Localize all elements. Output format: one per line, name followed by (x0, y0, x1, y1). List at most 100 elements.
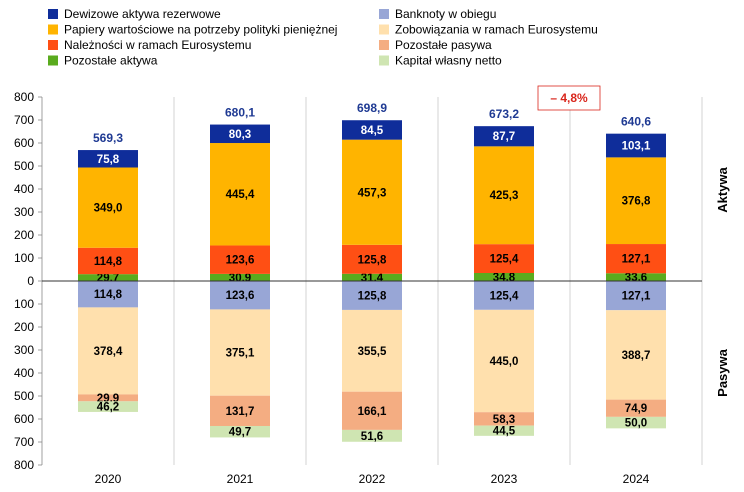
data-label-naleznosci-w-ramach-eurosystemu-2022: 125,8 (358, 254, 387, 266)
total-label-2020: 569,3 (93, 131, 123, 145)
bar-kapital-wlasny-netto-2024 (606, 416, 666, 429)
bar-papiery-wartosciowe-na-potrzeby-polityki-pienieznej-2020 (78, 167, 138, 248)
bar-banknoty-w-obiegu-2022 (342, 281, 402, 310)
bar-dewizowe-aktywa-rezerwowe-2020 (78, 150, 138, 168)
legend-label-dewizowe-aktywa-rezerwowe: Dewizowe aktywa rezerwowe (64, 7, 221, 21)
data-label-dewizowe-aktywa-rezerwowe-2020: 75,8 (97, 154, 120, 166)
data-label-naleznosci-w-ramach-eurosystemu-2024: 127,1 (622, 254, 651, 266)
bar-banknoty-w-obiegu-2021 (210, 281, 270, 310)
data-label-naleznosci-w-ramach-eurosystemu-2023: 125,4 (490, 254, 519, 266)
legend-label-naleznosci-w-ramach-eurosystemu: Należności w ramach Eurosystemu (64, 38, 251, 52)
y-tick-label: 700 (14, 435, 34, 449)
bar-pozostale-aktywa-2023 (474, 272, 534, 281)
x-tick-label-2023: 2023 (491, 472, 518, 486)
bar-zobowiazania-w-ramach-eurosystemu-2023 (474, 309, 534, 413)
data-label-banknoty-w-obiegu-2020: 114,8 (94, 289, 123, 301)
bar-naleznosci-w-ramach-eurosystemu-2024 (606, 244, 666, 274)
bar-naleznosci-w-ramach-eurosystemu-2022 (342, 244, 402, 274)
data-label-papiery-wartosciowe-na-potrzeby-polityki-pienieznej-2022: 457,3 (358, 187, 387, 199)
y-tick-label: 300 (14, 343, 34, 357)
legend-swatch-papiery-wartosciowe-na-potrzeby-polityki-pienieznej (48, 24, 58, 35)
legend-swatch-naleznosci-w-ramach-eurosystemu (48, 40, 58, 50)
bar-banknoty-w-obiegu-2020 (78, 281, 138, 308)
data-label-papiery-wartosciowe-na-potrzeby-polityki-pienieznej-2023: 425,3 (490, 190, 519, 202)
bar-kapital-wlasny-netto-2021 (210, 425, 270, 438)
legend-swatch-pozostale-aktywa (48, 55, 58, 66)
data-label-pozostale-pasywa-2021: 131,7 (226, 406, 255, 418)
y-tick-label: 600 (14, 412, 34, 426)
side-label-liabilities: Pasywa (715, 348, 730, 396)
bar-naleznosci-w-ramach-eurosystemu-2021 (210, 245, 270, 274)
bar-zobowiazania-w-ramach-eurosystemu-2020 (78, 307, 138, 395)
change-note: – 4,8% (550, 91, 588, 105)
bar-zobowiazania-w-ramach-eurosystemu-2021 (210, 309, 270, 396)
data-label-pozostale-pasywa-2024: 74,9 (625, 403, 647, 415)
data-label-banknoty-w-obiegu-2024: 127,1 (622, 291, 651, 303)
data-label-banknoty-w-obiegu-2022: 125,8 (358, 290, 387, 302)
y-tick-label: 800 (14, 458, 34, 472)
data-label-naleznosci-w-ramach-eurosystemu-2020: 114,8 (94, 256, 123, 268)
x-tick-label-2021: 2021 (227, 472, 254, 486)
bar-pozostale-pasywa-2020 (78, 394, 138, 402)
data-label-pozostale-pasywa-2023: 58,3 (493, 414, 515, 426)
x-tick-label-2022: 2022 (359, 472, 386, 486)
y-tick-label: 500 (14, 159, 34, 173)
bar-pozostale-aktywa-2024 (606, 273, 666, 281)
legend-swatch-zobowiazania-w-ramach-eurosystemu (379, 24, 389, 35)
legend-label-papiery-wartosciowe-na-potrzeby-polityki-pienieznej: Papiery wartościowe na potrzeby polityki… (64, 23, 337, 37)
total-label-2022: 698,9 (357, 101, 387, 115)
legend-swatch-banknoty-w-obiegu (379, 9, 389, 19)
bar-dewizowe-aktywa-rezerwowe-2024 (606, 133, 666, 158)
bar-banknoty-w-obiegu-2024 (606, 281, 666, 311)
data-label-kapital-wlasny-netto-2024: 50,0 (625, 418, 647, 430)
change-box (537, 85, 601, 111)
data-label-papiery-wartosciowe-na-potrzeby-polityki-pienieznej-2020: 349,0 (94, 203, 123, 215)
data-label-kapital-wlasny-netto-2021: 49,7 (229, 427, 251, 439)
legend-label-kapital-wlasny-netto: Kapitał własny netto (395, 54, 502, 68)
bar-dewizowe-aktywa-rezerwowe-2021 (210, 124, 270, 144)
bar-kapital-wlasny-netto-2022 (342, 429, 402, 442)
bar-banknoty-w-obiegu-2023 (474, 281, 534, 310)
bar-pozostale-pasywa-2022 (342, 391, 402, 430)
bar-pozostale-pasywa-2021 (210, 395, 270, 426)
total-label-2023: 673,2 (489, 107, 519, 121)
x-axis: 2020 2021 2022 2023 2024 (95, 472, 650, 486)
data-label-zobowiazania-w-ramach-eurosystemu-2024: 388,7 (622, 350, 651, 362)
legend-label-pozostale-pasywa: Pozostałe pasywa (395, 38, 492, 52)
annotations: – 4,8% Aktywa Pasywa (537, 85, 730, 397)
bar-dewizowe-aktywa-rezerwowe-2022 (342, 120, 402, 140)
bar-pozostale-aktywa-2020 (78, 274, 138, 281)
bar-pozostale-aktywa-2022 (342, 273, 402, 281)
data-label-banknoty-w-obiegu-2021: 123,6 (226, 290, 255, 302)
bar-zobowiazania-w-ramach-eurosystemu-2024 (606, 310, 666, 400)
data-label-zobowiazania-w-ramach-eurosystemu-2021: 375,1 (226, 348, 255, 360)
side-label-assets: Aktywa (715, 166, 730, 212)
bar-dewizowe-aktywa-rezerwowe-2023 (474, 126, 534, 147)
bars: 29,7114,8349,075,8569,3114,8378,429,946,… (42, 101, 702, 443)
data-label-kapital-wlasny-netto-2023: 44,5 (493, 426, 516, 438)
y-tick-label: 800 (14, 90, 34, 104)
total-label-2021: 680,1 (225, 106, 255, 120)
bar-kapital-wlasny-netto-2020 (78, 401, 138, 412)
legend-label-pozostale-aktywa: Pozostałe aktywa (64, 54, 158, 68)
bar-papiery-wartosciowe-na-potrzeby-polityki-pienieznej-2024 (606, 157, 666, 245)
y-tick-label: 300 (14, 205, 34, 219)
bar-kapital-wlasny-netto-2023 (474, 425, 534, 436)
bar-zobowiazania-w-ramach-eurosystemu-2022 (342, 309, 402, 392)
y-tick-label: 100 (14, 251, 34, 265)
data-label-dewizowe-aktywa-rezerwowe-2022: 84,5 (361, 125, 384, 137)
bar-naleznosci-w-ramach-eurosystemu-2020 (78, 247, 138, 275)
data-label-papiery-wartosciowe-na-potrzeby-polityki-pienieznej-2021: 445,4 (226, 189, 255, 201)
y-tick-label: 0 (27, 274, 34, 288)
legend-swatch-dewizowe-aktywa-rezerwowe (48, 9, 58, 19)
data-label-kapital-wlasny-netto-2022: 51,6 (361, 431, 383, 443)
bar-pozostale-pasywa-2023 (474, 412, 534, 426)
y-tick-label: 400 (14, 182, 34, 196)
legend-label-zobowiazania-w-ramach-eurosystemu: Zobowiązania w ramach Eurosystemu (395, 23, 598, 37)
data-label-banknoty-w-obiegu-2023: 125,4 (490, 290, 519, 302)
y-tick-label: 200 (14, 228, 34, 242)
bar-naleznosci-w-ramach-eurosystemu-2023 (474, 244, 534, 273)
y-tick-label: 600 (14, 136, 34, 150)
data-label-dewizowe-aktywa-rezerwowe-2024: 103,1 (622, 141, 651, 153)
